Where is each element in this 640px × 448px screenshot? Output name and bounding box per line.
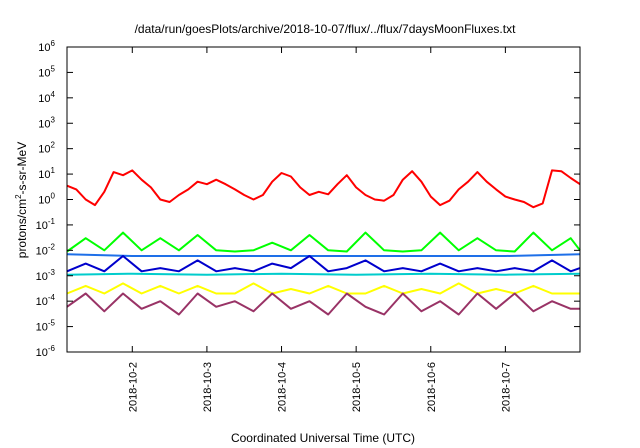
y-tick-label: 105 [38,64,55,79]
series-layer [66,169,581,316]
y-tick-label: 10-3 [36,268,56,283]
y-tick-label: 10-5 [36,319,56,334]
x-axis-label: Coordinated Universal Time (UTC) [231,431,415,445]
series-line-7 [66,292,580,316]
y-tick-label: 10-4 [36,293,56,308]
y-axis-label: protons/cm2-s-sr-MeV [14,142,29,258]
y-tick-label: 10-2 [36,242,56,257]
plot-frame [66,46,581,353]
x-tick-label: 2018-10-5 [351,362,363,412]
y-tick-label: 100 [38,192,55,207]
series-line-3 [66,253,581,257]
x-tick-label: 2018-10-3 [202,362,214,412]
x-tick-label: 2018-10-6 [426,362,438,412]
chart-title: /data/run/goesPlots/archive/2018-10-07/f… [135,22,517,36]
y-axis: 10-6 10-5 10-4 10-3 10-2 10-1 100 101 102 103 104 1… [36,39,580,359]
y-tick-label: 10-6 [36,344,56,359]
x-axis: 2018-10-2 2018-10-3 2018-10-4 2018-10-5 2018… [127,47,512,412]
x-tick-label: 2018-10-4 [277,362,289,412]
x-tick-label: 2018-10-7 [500,362,512,412]
y-tick-label: 106 [38,39,55,54]
y-tick-label: 102 [38,141,55,156]
y-tick-label: 104 [38,90,55,105]
series-line-5 [66,272,581,276]
y-tick-label: 101 [38,166,55,181]
series-line-4 [66,255,581,273]
series-line-2 [66,231,581,253]
y-tick-label: 103 [38,115,55,130]
series-line-1 [66,169,581,209]
x-tick-label: 2018-10-2 [127,362,139,412]
series-line-6 [66,282,580,295]
y-tick-label: 10-1 [36,217,56,232]
